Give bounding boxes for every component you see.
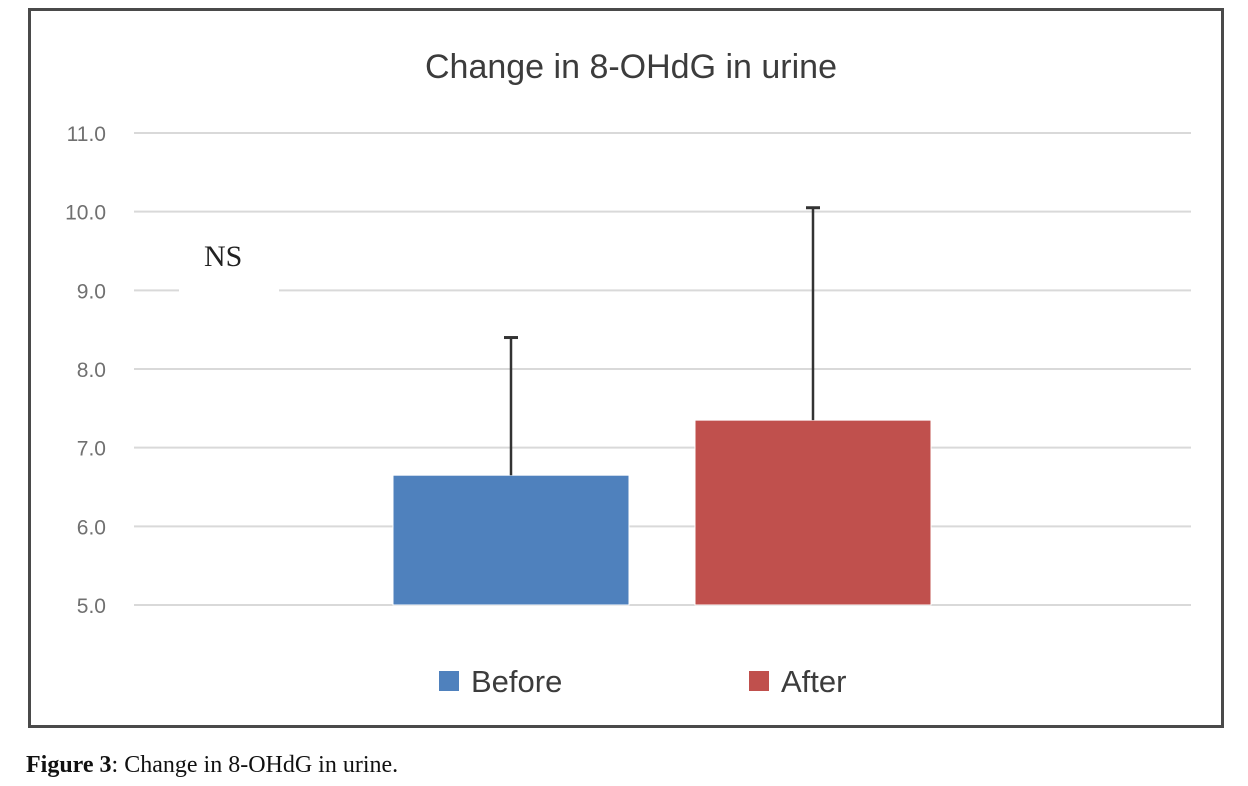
bars [392, 419, 932, 606]
bar-after [694, 419, 932, 606]
y-tick-label: 10.0 [65, 202, 106, 225]
chart-frame: 5.0 6.0 7.0 8.0 9.0 10.0 11.0 Change in 8-OHdG… [28, 8, 1224, 728]
y-tick-label: 6.0 [77, 516, 106, 539]
y-tick-label: 9.0 [77, 280, 106, 303]
legend-swatch-before [439, 671, 459, 691]
caption-label: Figure 3 [26, 752, 112, 778]
chart-title: Change in 8-OHdG in urine [425, 48, 837, 86]
legend-swatch-after [749, 671, 769, 691]
bar-chart: 5.0 6.0 7.0 8.0 9.0 10.0 11.0 Change in 8-OHdG… [65, 48, 1191, 699]
figure-caption: Figure 3: Change in 8-OHdG in urine. [26, 752, 398, 779]
caption-text: : Change in 8-OHdG in urine. [111, 752, 399, 778]
legend-label-after: After [781, 664, 846, 699]
legend-label-before: Before [471, 664, 562, 699]
y-tick-label: 5.0 [77, 595, 106, 618]
bar-before [392, 474, 630, 606]
y-tick-label: 8.0 [77, 359, 106, 382]
gridlines [134, 132, 1191, 606]
legend: Before After [439, 664, 846, 699]
y-tick-label: 7.0 [77, 438, 106, 461]
error-bars [504, 206, 820, 476]
y-tick-label: 11.0 [67, 123, 106, 146]
y-axis-tick-labels: 5.0 6.0 7.0 8.0 9.0 10.0 11.0 [65, 123, 106, 618]
annotation-background [179, 216, 279, 292]
significance-annotation: NS [204, 240, 242, 273]
